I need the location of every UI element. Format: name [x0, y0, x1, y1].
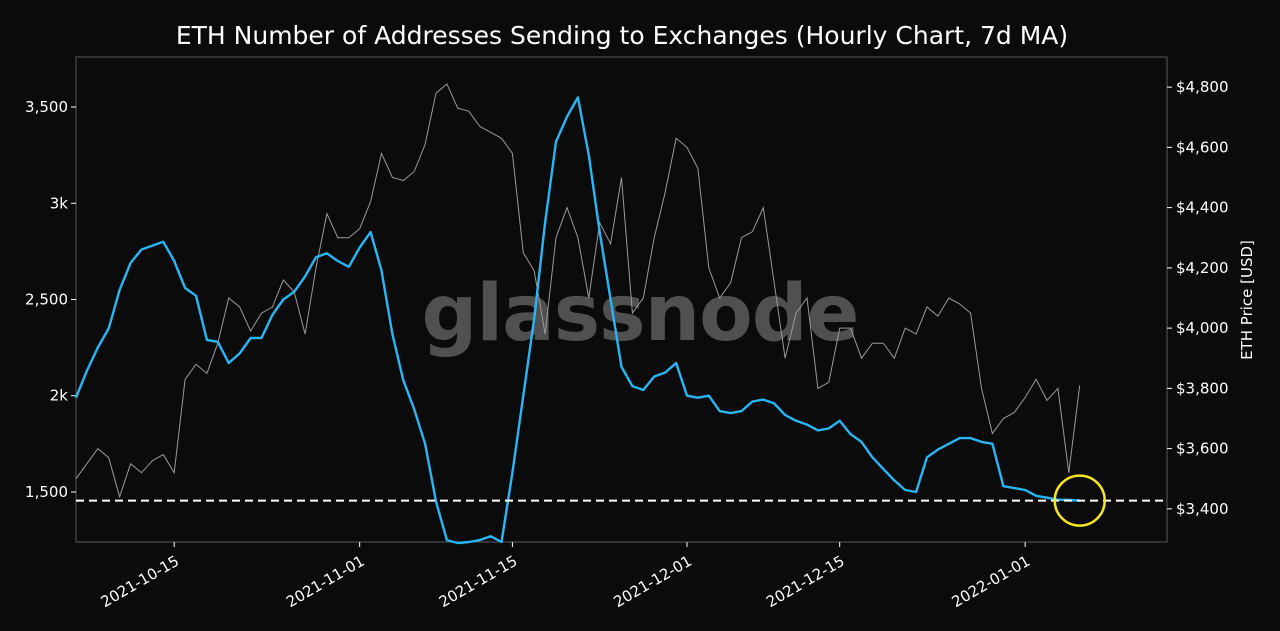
- left-axis: 1,500 2k 2,500 3k 3,500: [25, 98, 76, 501]
- x-tick-label: 2021-12-15: [763, 552, 848, 611]
- chart-title: ETH Number of Addresses Sending to Excha…: [176, 21, 1068, 50]
- left-tick-label: 3k: [50, 194, 69, 212]
- x-tick-label: 2021-11-15: [436, 552, 521, 611]
- x-tick-label: 2021-11-01: [283, 552, 368, 611]
- left-tick-label: 3,500: [25, 98, 68, 116]
- right-tick-label: $3,800: [1176, 379, 1229, 397]
- glassnode-watermark: glassnode: [422, 269, 859, 359]
- right-tick-label: $4,400: [1176, 199, 1229, 217]
- left-tick-label: 1,500: [25, 483, 68, 501]
- right-axis-label: ETH Price [USD]: [1238, 240, 1256, 360]
- right-tick-label: $4,000: [1176, 319, 1229, 337]
- right-tick-label: $4,600: [1176, 138, 1229, 156]
- left-tick-label: 2k: [50, 387, 69, 405]
- right-axis: $3,400 $3,600 $3,800 $4,000 $4,200 $4,400 $4,6…: [1167, 78, 1229, 518]
- right-tick-label: $4,200: [1176, 259, 1229, 277]
- right-tick-label: $4,800: [1176, 78, 1229, 96]
- x-tick-label: 2021-10-15: [98, 552, 183, 611]
- right-tick-label: $3,600: [1176, 440, 1229, 458]
- left-tick-label: 2,500: [25, 291, 68, 309]
- x-tick-label: 2021-12-01: [610, 552, 695, 611]
- x-tick-label: 2022-01-01: [949, 552, 1034, 611]
- right-tick-label: $3,400: [1176, 500, 1229, 518]
- x-axis: 2021-10-15 2021-11-01 2021-11-15 2021-12-01…: [98, 542, 1033, 611]
- highlight-circle: [1053, 474, 1106, 527]
- sending-addresses-series-line: [74, 96, 1080, 545]
- eth-price-series-line: [75, 83, 1081, 499]
